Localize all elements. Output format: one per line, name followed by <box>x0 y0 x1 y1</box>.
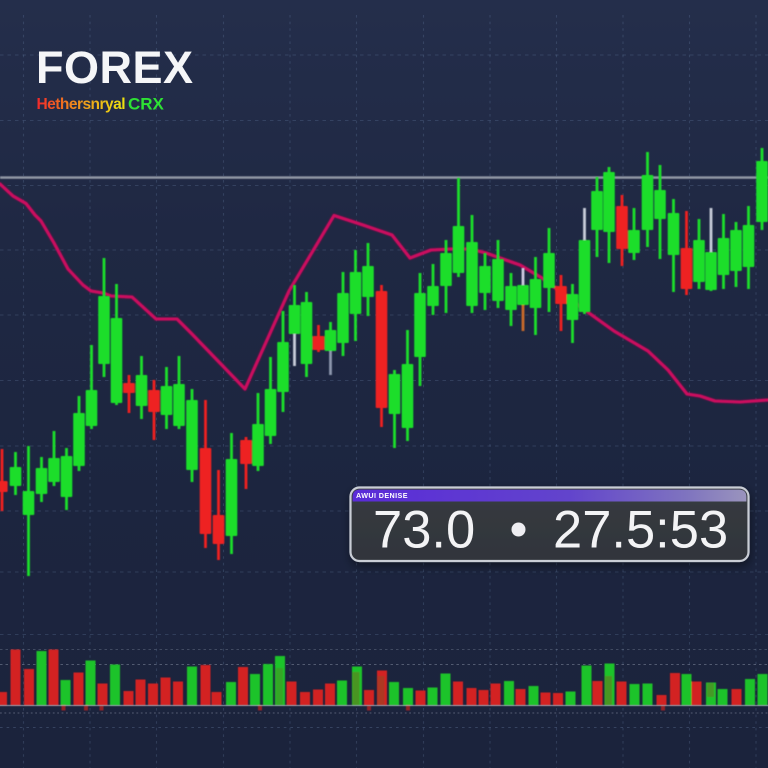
svg-text:27.5:53: 27.5:53 <box>553 501 728 560</box>
svg-text:AWUI DENISE: AWUI DENISE <box>356 491 408 500</box>
svg-text:Hethersnryal: Hethersnryal <box>37 96 126 113</box>
svg-text:73.0: 73.0 <box>373 501 475 560</box>
svg-text:CRX: CRX <box>128 95 165 114</box>
svg-text:FOREX: FOREX <box>36 42 194 93</box>
